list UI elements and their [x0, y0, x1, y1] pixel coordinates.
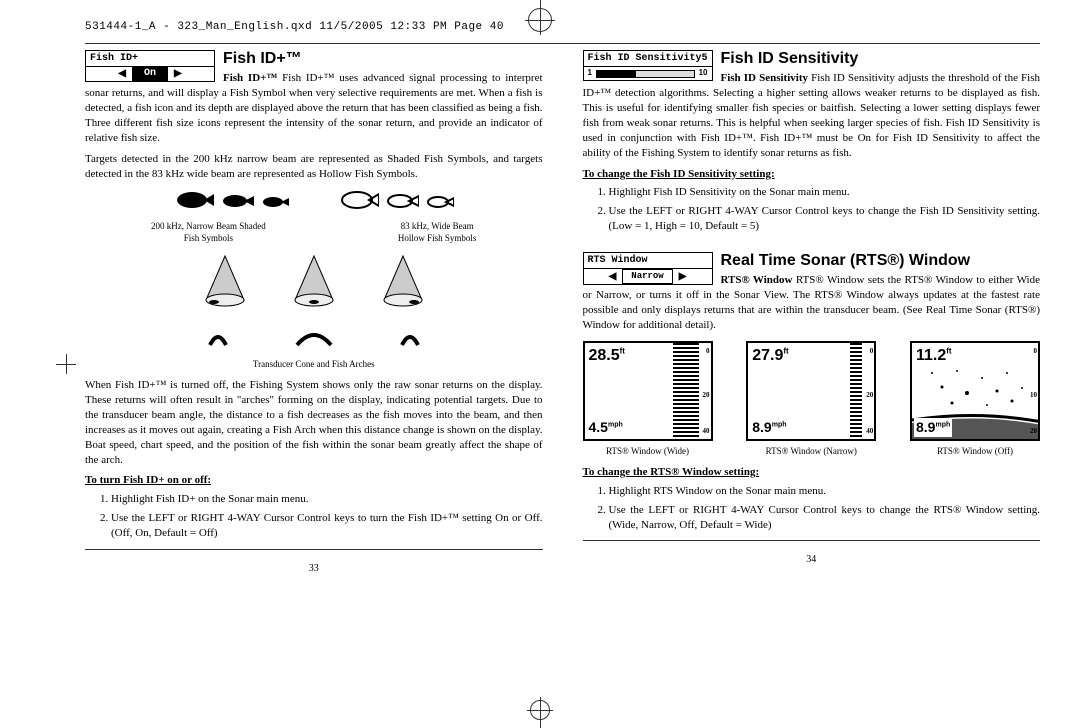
hollow-fish-med-icon [385, 193, 419, 209]
sonar-depth: 11.2ft [914, 345, 954, 367]
sens-steps: Highlight Fish ID Sensitivity on the Son… [583, 185, 1041, 234]
top-registration [528, 8, 552, 32]
sens-subhead: To change the Fish ID Sensitivity settin… [583, 167, 1041, 182]
rts-badge: RTS Window ◀ Narrow ▶ [583, 252, 713, 285]
sensitivity-slider: 1 10 [584, 66, 712, 80]
toggle-steps: Highlight Fish ID+ on the Sonar main men… [85, 492, 543, 541]
sensitivity-heading: Fish ID Sensitivity [721, 48, 859, 70]
hollow-fish-large-icon [339, 191, 379, 209]
sensitivity-value: 5 [701, 52, 707, 66]
sonar-speed: 8.9mph [914, 418, 952, 437]
sensitivity-badge: Fish ID Sensitivity 5 1 10 [583, 50, 713, 81]
rts-heading: Real Time Sonar (RTS®) Window [721, 250, 971, 272]
toggle-step-2: Use the LEFT or RIGHT 4-WAY Cursor Contr… [111, 511, 543, 541]
arch-icon [289, 323, 339, 351]
transducer-cones [85, 254, 543, 317]
shaded-fish-large-icon [174, 191, 214, 209]
sens-step-2: Use the LEFT or RIGHT 4-WAY Cursor Contr… [609, 204, 1041, 234]
rts-step-2: Use the LEFT or RIGHT 4-WAY Cursor Contr… [609, 503, 1041, 533]
rts-step-1: Highlight RTS Window on the Sonar main m… [609, 484, 1041, 499]
fish-id-intro: Fish ID+™ Fish ID+™ uses advanced signal… [85, 71, 543, 145]
right-arrow-icon: ▶ [174, 67, 182, 81]
sonar-depth: 28.5ft [587, 345, 627, 367]
page-number-right: 34 [583, 553, 1041, 567]
toggle-step-1: Highlight Fish ID+ on the Sonar main men… [111, 492, 543, 507]
cone-icon [289, 254, 339, 312]
fish-id-heading: Fish ID+™ [223, 48, 302, 70]
badge-value-row: ◀ On ▶ [86, 66, 214, 81]
hollow-fish-small-icon [426, 195, 454, 209]
bottom-rule-right [583, 540, 1041, 541]
sonar-depth: 27.9ft [750, 345, 790, 367]
toggle-subhead: To turn Fish ID+ on or off: [85, 473, 543, 488]
page-number-left: 33 [85, 562, 543, 576]
sonar-off: 11.2ft 8.9mph 0 10 20 [910, 341, 1040, 441]
left-column: Fish ID+ ◀ On ▶ Fish ID+™ Fish ID+™ Fish… [85, 48, 543, 575]
top-rule [85, 43, 1040, 44]
fish-arches [85, 323, 543, 356]
right-arrow-icon: ▶ [679, 270, 687, 284]
badge-title: Fish ID+ [86, 51, 214, 67]
rts-bar-wide [673, 343, 699, 439]
page-header: 531444-1_A - 323_Man_English.qxd 11/5/20… [85, 20, 1040, 35]
left-mark-v [66, 354, 67, 374]
arch-icon [378, 323, 428, 351]
fish-captions: 200 kHz, Narrow Beam ShadedFish Symbols … [85, 220, 543, 244]
left-arrow-icon: ◀ [609, 270, 617, 284]
right-column: Fish ID Sensitivity 5 1 10 Fish ID Sensi… [583, 48, 1041, 575]
shaded-fish-small-icon [261, 195, 289, 209]
badge-title: Fish ID Sensitivity [584, 51, 712, 67]
left-arrow-icon: ◀ [118, 67, 126, 81]
badge-value-row: ◀ Narrow ▶ [584, 268, 712, 283]
sonar-speed: 4.5mph [587, 418, 625, 437]
sonar-screenshots: 28.5ft 4.5mph 0 20 40 27.9ft 8.9mph 0 20… [583, 341, 1041, 441]
rts-subhead: To change the RTS® Window setting: [583, 465, 1041, 480]
rts-steps: Highlight RTS Window on the Sonar main m… [583, 484, 1041, 533]
sonar-wide: 28.5ft 4.5mph 0 20 40 [583, 341, 713, 441]
bottom-rule-left [85, 549, 543, 550]
badge-value: Narrow [622, 269, 672, 283]
sonar-speed: 8.9mph [750, 418, 788, 437]
cone-icon [200, 254, 250, 312]
sonar-captions: RTS® Window (Wide) RTS® Window (Narrow) … [583, 445, 1041, 457]
fish-id-para2: Targets detected in the 200 kHz narrow b… [85, 152, 543, 182]
sensitivity-intro: Fish ID Sensitivity Fish ID Sensitivity … [583, 71, 1041, 160]
sonar-narrow: 27.9ft 8.9mph 0 20 40 [746, 341, 876, 441]
shaded-fish-med-icon [220, 193, 254, 209]
arch-icon [200, 323, 250, 351]
badge-value: On [132, 67, 168, 81]
cone-icon [378, 254, 428, 312]
fish-id-para3: When Fish ID+™ is turned off, the Fishin… [85, 378, 543, 467]
fish-id-badge: Fish ID+ ◀ On ▶ [85, 50, 215, 82]
sens-step-1: Highlight Fish ID Sensitivity on the Son… [609, 185, 1041, 200]
badge-title: RTS Window [584, 253, 712, 269]
cones-caption: Transducer Cone and Fish Arches [85, 358, 543, 370]
rts-bar-narrow [850, 343, 862, 439]
registration-circle [530, 700, 550, 720]
fish-symbols-row [85, 191, 543, 214]
